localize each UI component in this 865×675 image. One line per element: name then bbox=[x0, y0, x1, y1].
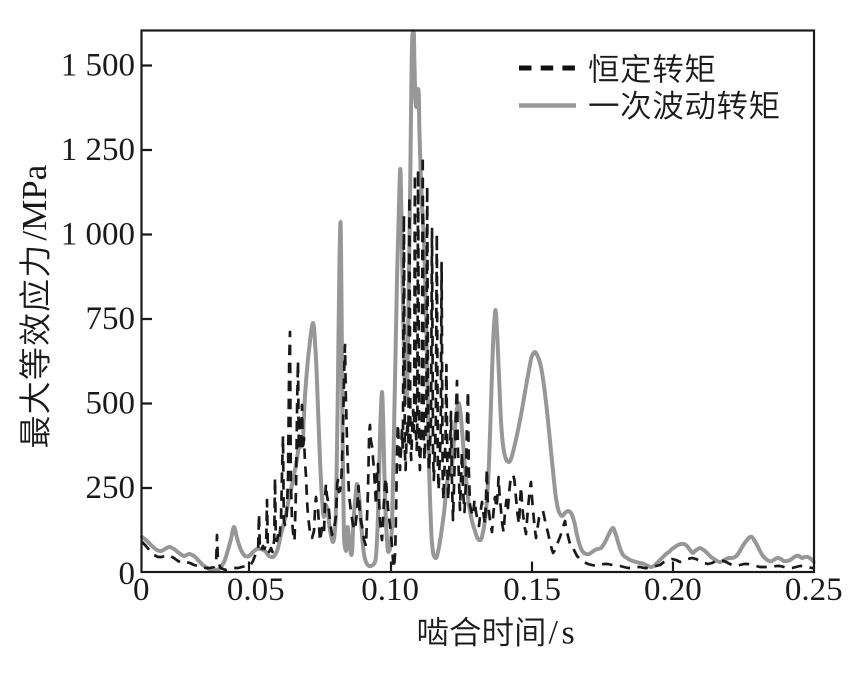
svg-text:0.20: 0.20 bbox=[644, 572, 702, 608]
svg-text:750: 750 bbox=[86, 301, 136, 337]
svg-text:0.10: 0.10 bbox=[361, 572, 419, 608]
svg-text:250: 250 bbox=[86, 470, 136, 506]
svg-text:0.15: 0.15 bbox=[503, 572, 561, 608]
svg-text:500: 500 bbox=[86, 386, 136, 422]
svg-text:/s: / s bbox=[549, 614, 575, 651]
svg-text:/MPa: /MPa bbox=[15, 164, 54, 240]
svg-text:0.25: 0.25 bbox=[785, 572, 843, 608]
svg-text:0.05: 0.05 bbox=[227, 572, 285, 608]
svg-text:0: 0 bbox=[119, 556, 136, 592]
svg-text:1 000: 1 000 bbox=[61, 217, 135, 253]
svg-text:0: 0 bbox=[133, 572, 150, 608]
svg-text:1 500: 1 500 bbox=[61, 48, 135, 84]
svg-text:1 250: 1 250 bbox=[61, 132, 135, 168]
